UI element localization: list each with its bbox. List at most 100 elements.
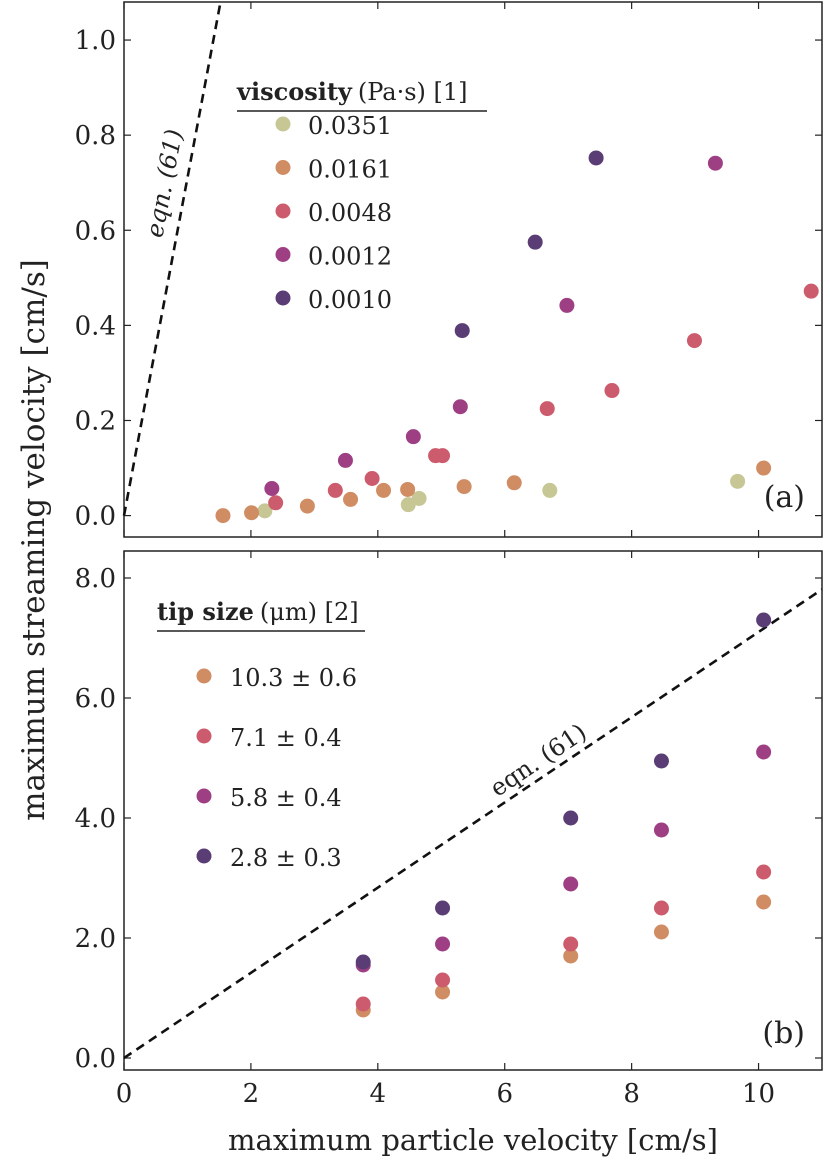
y-tick-label: 0.0: [75, 502, 116, 532]
x-tick-label: 0: [116, 1079, 133, 1109]
panel-a: 0.0 0.2 0.4 0.6 0.8 1.0 eqn. (61) viscosity (Pa·…: [75, 1, 823, 538]
data-point-0-0351: [411, 490, 427, 506]
data-point-2-8-0-3: [653, 753, 669, 769]
data-point-10-3-0-6: [756, 894, 772, 910]
data-point-0-0351: [730, 473, 746, 489]
data-point-0-0048: [435, 448, 451, 464]
legend: viscosity (Pa·s) [1] 0.0351 0.0161 0.0048 0.0…: [236, 77, 487, 314]
data-point-10-3-0-6: [563, 948, 579, 964]
legend-label: 7.1 ± 0.4: [230, 724, 342, 752]
x-tick-label: 6: [496, 1079, 513, 1109]
y-tick-label: 6.0: [75, 684, 116, 714]
data-point-0-0010: [454, 323, 470, 339]
data-point-0-0012: [452, 399, 468, 415]
panel-label: (b): [762, 1016, 805, 1051]
x-tick-label: 10: [742, 1079, 775, 1109]
legend-marker: [275, 203, 291, 219]
legend-marker: [196, 848, 212, 864]
legend-title: viscosity (Pa·s) [1]: [236, 77, 468, 106]
data-point-0-0048: [803, 283, 819, 299]
data-point-7-1-0-4: [653, 900, 669, 916]
data-point-0-0161: [299, 498, 315, 514]
data-point-0-0048: [268, 495, 284, 511]
data-point-10-3-0-6: [653, 924, 669, 940]
eqn-61-label: eqn. (61): [141, 127, 189, 240]
x-tick-label: 2: [243, 1079, 260, 1109]
data-point-0-0048: [686, 333, 702, 349]
data-point-0-0161: [400, 481, 416, 497]
data-point-0-0010: [588, 150, 604, 166]
y-tick-label: 4.0: [75, 804, 116, 834]
legend-title-bold: viscosity: [236, 77, 353, 106]
data-point-0-0048: [539, 401, 555, 417]
plot-frame: [123, 1, 823, 538]
eqn-61-line: [122, 1, 222, 516]
x-tick-label: 4: [370, 1079, 387, 1109]
legend-title-rest: (Pa·s) [1]: [358, 78, 468, 106]
eqn-61-line: [123, 588, 823, 1060]
legend-label: 2.8 ± 0.3: [230, 844, 342, 872]
data-point-5-8-0-4: [653, 822, 669, 838]
legend-label: 5.8 ± 0.4: [230, 784, 342, 812]
data-point-0-0161: [376, 482, 392, 498]
data-point-7-1-0-4: [563, 936, 579, 952]
y-tick-label: 0.8: [75, 121, 116, 151]
legend-marker: [196, 668, 212, 684]
legend-marker: [275, 160, 291, 175]
data-point-7-1-0-4: [756, 864, 772, 880]
data-point-5-8-0-4: [435, 936, 451, 952]
x-axis-label: maximum particle velocity [cm/s]: [228, 1123, 718, 1157]
plot-frame: [123, 550, 823, 1071]
x-tick-label: 8: [623, 1079, 640, 1109]
data-point-0-0161: [215, 508, 231, 524]
eqn-61-label: eqn. (61): [485, 718, 592, 802]
data-point-2-8-0-3: [435, 900, 451, 916]
data-point-5-8-0-4: [756, 744, 772, 760]
data-point-7-1-0-4: [435, 972, 451, 988]
legend-marker: [275, 290, 291, 306]
data-point-0-0048: [327, 482, 343, 498]
data-point-0-0012: [707, 155, 723, 171]
data-point-2-8-0-3: [355, 954, 371, 970]
legend-marker: [196, 728, 212, 744]
data-point-0-0161: [456, 479, 472, 495]
data-point-0-0351: [542, 482, 558, 498]
panel-label: (a): [764, 480, 805, 515]
y-tick-label: 0.0: [75, 1044, 116, 1074]
y-tick-label: 1.0: [75, 26, 116, 56]
data-point-2-8-0-3: [563, 810, 579, 826]
y-tick-label: 0.4: [75, 311, 116, 341]
legend-label: 0.0012: [308, 243, 392, 271]
y-tick-label: 8.0: [75, 564, 116, 594]
legend-title-bold: tip size: [157, 597, 254, 626]
legend: tip size (μm) [2] 10.3 ± 0.6 7.1 ± 0.4 5.8 ±…: [157, 597, 365, 872]
y-tick-label: 2.0: [75, 924, 116, 954]
data-point-0-0012: [559, 297, 575, 313]
y-axis-label: maximum streaming velocity [cm/s]: [16, 259, 52, 821]
data-point-0-0161: [756, 460, 772, 476]
legend-label: 10.3 ± 0.6: [230, 664, 357, 692]
legend-marker: [275, 116, 291, 132]
legend-marker: [275, 247, 291, 262]
data-point-0-0161: [244, 505, 260, 521]
data-point-10-3-0-6: [435, 984, 451, 1000]
legend-title-rest: (μm) [2]: [260, 598, 359, 626]
legend-label: 0.0048: [308, 199, 392, 227]
y-tick-label: 0.6: [75, 216, 116, 246]
data-point-0-0161: [506, 475, 522, 491]
data-point-2-8-0-3: [756, 612, 772, 628]
data-point-0-0048: [364, 471, 380, 487]
data-point-0-0351: [257, 503, 273, 519]
legend-marker: [196, 788, 212, 804]
legend-title: tip size (μm) [2]: [157, 597, 359, 626]
y-tick-label: 0.2: [75, 406, 116, 436]
data-point-0-0012: [264, 480, 280, 496]
data-point-0-0048: [604, 383, 620, 399]
data-point-0-0161: [343, 491, 359, 507]
legend-label: 0.0351: [308, 112, 392, 140]
data-point-0-0010: [527, 234, 543, 250]
data-point-0-0012: [405, 429, 421, 445]
data-point-0-0012: [337, 452, 353, 468]
